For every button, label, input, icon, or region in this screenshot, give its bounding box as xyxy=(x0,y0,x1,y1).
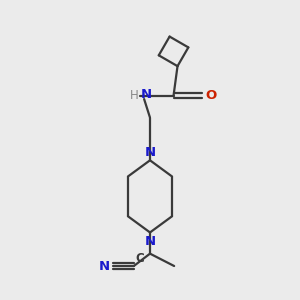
Text: O: O xyxy=(206,89,217,102)
Text: N: N xyxy=(141,88,152,101)
Text: N: N xyxy=(98,260,110,272)
Text: N: N xyxy=(144,235,156,248)
Text: H: H xyxy=(130,89,139,102)
Text: N: N xyxy=(144,146,156,159)
Text: C: C xyxy=(135,252,144,265)
